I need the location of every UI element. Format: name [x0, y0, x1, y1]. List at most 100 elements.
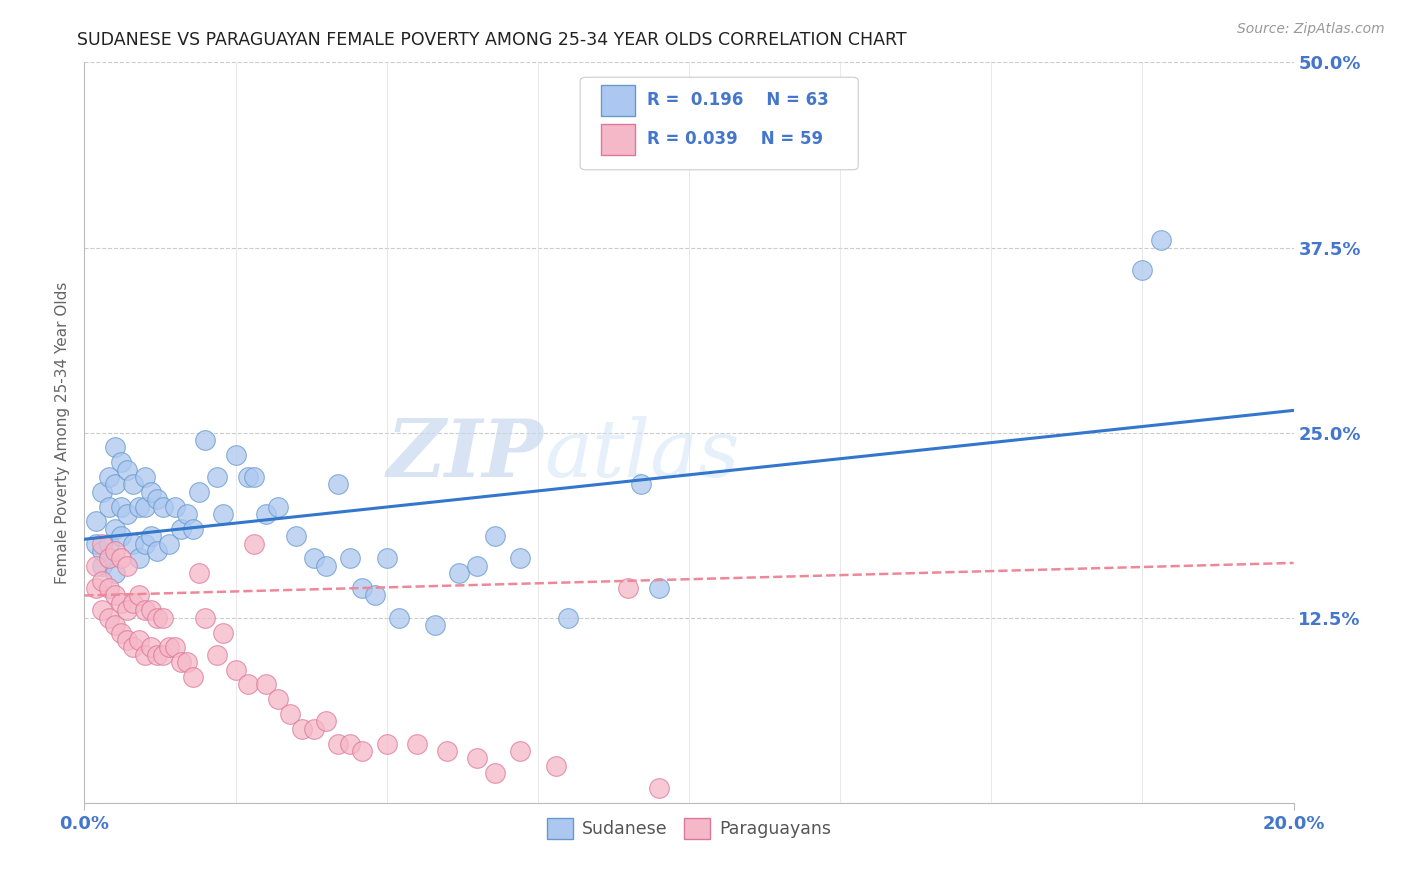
Point — [121, 640, 143, 655]
Point — [104, 441, 127, 455]
Point — [115, 462, 138, 476]
Point — [236, 470, 259, 484]
Point — [176, 655, 198, 669]
Point — [128, 632, 150, 647]
Point — [484, 766, 506, 780]
Point — [146, 610, 169, 624]
Legend: Sudanese, Paraguayans: Sudanese, Paraguayans — [540, 811, 838, 846]
Point — [128, 500, 150, 514]
Point — [139, 529, 162, 543]
Point — [121, 477, 143, 491]
Point — [648, 581, 671, 595]
Point — [188, 566, 211, 581]
Point — [207, 648, 229, 662]
Point — [86, 515, 108, 529]
Point — [157, 640, 180, 655]
Point — [467, 751, 489, 765]
FancyBboxPatch shape — [581, 78, 858, 169]
Point — [91, 544, 114, 558]
Point — [134, 470, 156, 484]
Text: R =  0.196    N = 63: R = 0.196 N = 63 — [647, 91, 828, 109]
FancyBboxPatch shape — [600, 124, 634, 155]
Text: Source: ZipAtlas.com: Source: ZipAtlas.com — [1237, 22, 1385, 37]
Point — [406, 737, 429, 751]
Point — [97, 470, 120, 484]
Point — [146, 544, 169, 558]
Text: ZIP: ZIP — [387, 416, 544, 493]
Point — [267, 500, 290, 514]
Point — [557, 610, 579, 624]
Point — [134, 648, 156, 662]
Point — [110, 529, 132, 543]
FancyBboxPatch shape — [600, 86, 634, 117]
Point — [544, 758, 567, 772]
Point — [146, 492, 169, 507]
Point — [97, 500, 120, 514]
Point — [134, 500, 156, 514]
Point — [134, 536, 156, 550]
Point — [165, 500, 187, 514]
Point — [104, 566, 127, 581]
Point — [104, 589, 127, 603]
Point — [115, 603, 138, 617]
Point — [115, 558, 138, 573]
Point — [267, 692, 290, 706]
Point — [315, 714, 337, 729]
Point — [110, 596, 132, 610]
Point — [328, 477, 350, 491]
Point — [110, 500, 132, 514]
Point — [152, 610, 174, 624]
Point — [328, 737, 350, 751]
Point — [302, 551, 325, 566]
Point — [152, 500, 174, 514]
Point — [436, 744, 458, 758]
Point — [104, 522, 127, 536]
Point — [165, 640, 187, 655]
Point — [254, 507, 277, 521]
Point — [97, 551, 120, 566]
Point — [423, 618, 446, 632]
Point — [188, 484, 211, 499]
Point — [139, 603, 162, 617]
Point — [97, 581, 120, 595]
Point — [91, 574, 114, 588]
Point — [128, 589, 150, 603]
Point — [388, 610, 411, 624]
Point — [139, 640, 162, 655]
Point — [121, 596, 143, 610]
Point — [291, 722, 314, 736]
Point — [352, 581, 374, 595]
Point — [285, 529, 308, 543]
Point — [91, 484, 114, 499]
Point — [363, 589, 385, 603]
Point — [352, 744, 374, 758]
Point — [212, 625, 235, 640]
Point — [339, 737, 361, 751]
Point — [157, 536, 180, 550]
Point — [97, 536, 120, 550]
Point — [146, 648, 169, 662]
Point — [254, 677, 277, 691]
Point — [1130, 262, 1153, 277]
Text: SUDANESE VS PARAGUAYAN FEMALE POVERTY AMONG 25-34 YEAR OLDS CORRELATION CHART: SUDANESE VS PARAGUAYAN FEMALE POVERTY AM… — [77, 31, 907, 49]
Point — [236, 677, 259, 691]
Point — [86, 558, 108, 573]
Point — [170, 655, 193, 669]
Point — [467, 558, 489, 573]
Point — [339, 551, 361, 566]
Point — [242, 470, 264, 484]
Point — [110, 455, 132, 469]
Point — [97, 610, 120, 624]
Point — [1149, 233, 1171, 247]
Point — [225, 663, 247, 677]
Point — [91, 603, 114, 617]
Point — [110, 625, 132, 640]
Point — [302, 722, 325, 736]
Point — [104, 477, 127, 491]
Point — [278, 706, 301, 721]
Point — [242, 536, 264, 550]
Point — [152, 648, 174, 662]
Point — [630, 477, 652, 491]
Point — [134, 603, 156, 617]
Point — [207, 470, 229, 484]
